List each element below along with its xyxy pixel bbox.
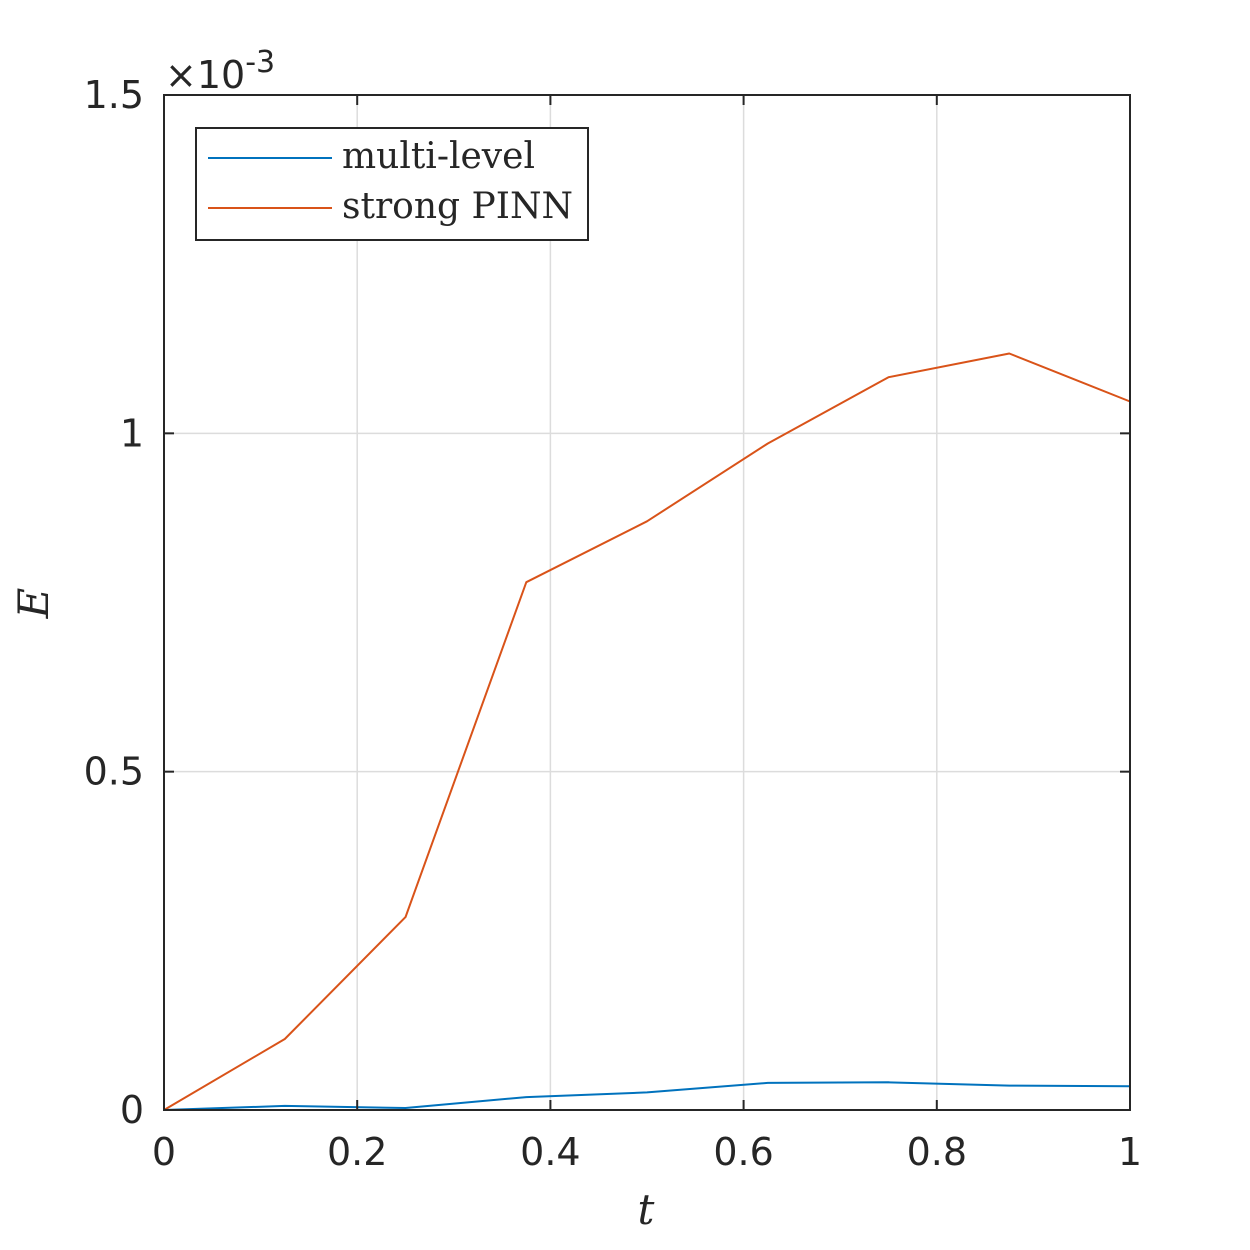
legend-box [195,127,589,241]
series-line-strong-pinn [163,352,1131,1111]
axis-ticks [163,94,1131,1111]
legend-label-multi-level: multi-level [342,136,535,177]
y-tick-label: 1 [120,411,144,455]
y-tick-labels: 0 0.5 1 1.5 [84,73,144,1132]
x-axis-label: t [638,1185,655,1234]
legend: multi-level strong PINN [195,127,589,241]
grid-lines [164,95,1130,1110]
x-tick-label: 0.2 [327,1130,387,1174]
y-tick-label: 1.5 [84,73,144,117]
series-layer [163,352,1131,1111]
x-tick-label: 0.6 [713,1130,773,1174]
y-tick-label: 0 [120,1088,144,1132]
series-line-multi-level [163,1081,1131,1111]
x-tick-label: 1 [1118,1130,1142,1174]
x-tick-labels: 0 0.2 0.4 0.6 0.8 1 [152,1130,1142,1174]
y-tick-label: 0.5 [84,750,144,794]
plot-area-border [163,94,1131,1111]
y-axis-label: E [9,588,58,620]
x-tick-label: 0 [152,1130,176,1174]
x-tick-label: 0.4 [520,1130,580,1174]
legend-label-strong-pinn: strong PINN [342,186,573,227]
y-exponent-label: ×10-3 [165,45,275,97]
x-tick-label: 0.8 [907,1130,967,1174]
